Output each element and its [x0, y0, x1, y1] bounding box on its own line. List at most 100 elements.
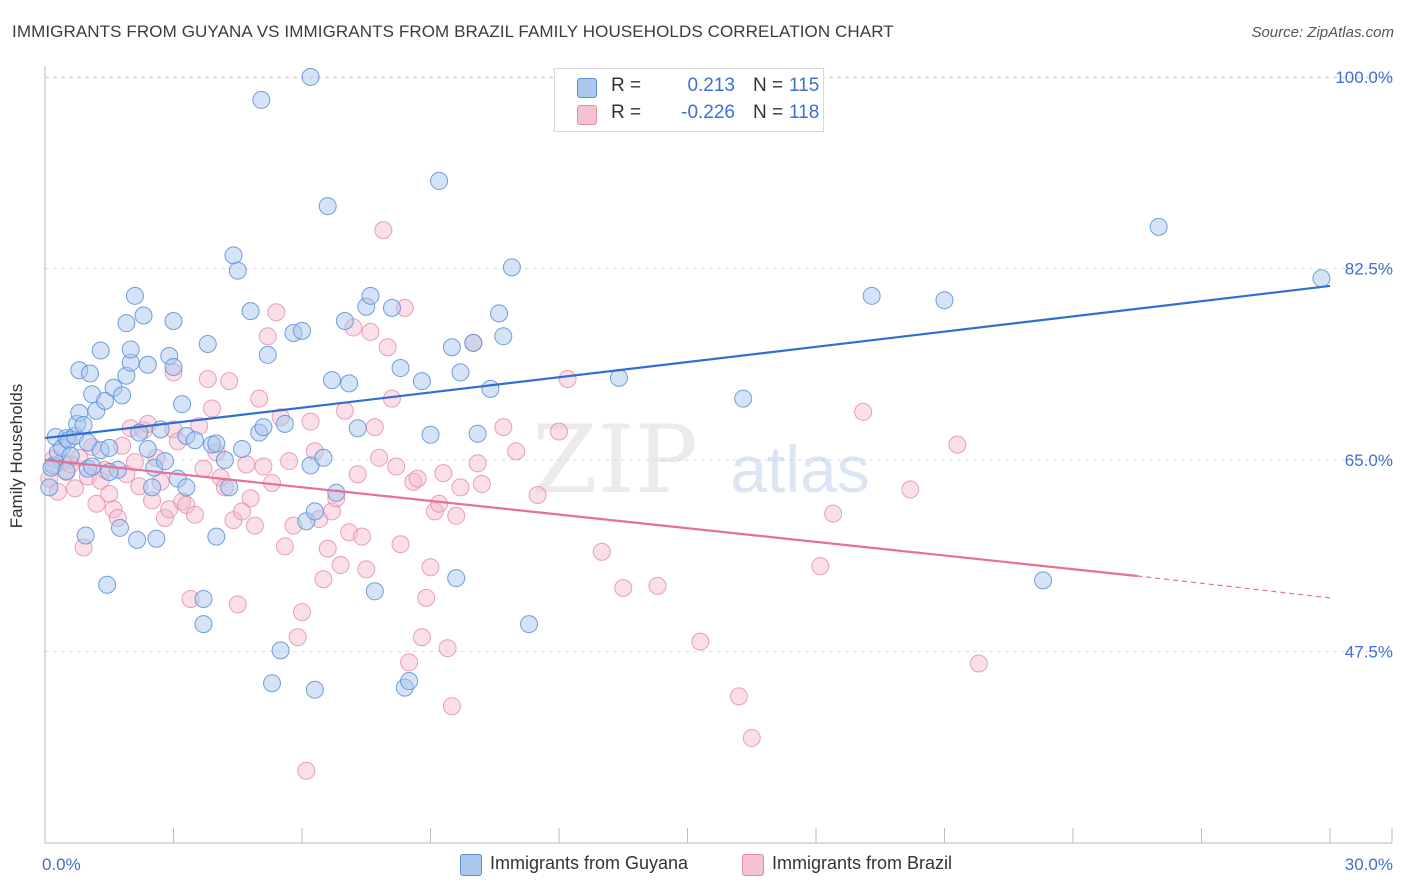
point-brazil	[558, 369, 577, 388]
point-brazil	[335, 401, 354, 420]
point-guyana	[400, 672, 419, 691]
point-brazil	[288, 628, 307, 647]
point-brazil	[472, 475, 491, 494]
point-guyana	[241, 302, 260, 321]
bottom-legend-label-guyana: Immigrants from Guyana	[490, 853, 689, 873]
point-guyana	[502, 258, 521, 277]
point-guyana	[451, 363, 470, 382]
point-guyana	[348, 419, 367, 438]
point-brazil	[293, 603, 311, 622]
legend-swatch-guyana	[577, 78, 597, 98]
point-brazil	[507, 442, 526, 461]
point-guyana	[318, 197, 337, 216]
point-brazil	[378, 338, 397, 357]
source-label: Source: ZipAtlas.com	[1251, 24, 1394, 41]
bottom-legend-swatch-brazil	[742, 854, 764, 876]
point-brazil	[237, 455, 256, 474]
watermark-atlas: atlas	[730, 432, 869, 506]
y-tick-label: 47.5%	[1345, 642, 1393, 661]
point-brazil	[258, 327, 277, 346]
point-brazil	[65, 479, 84, 498]
point-guyana	[464, 333, 483, 352]
legend-n-label: N =	[753, 102, 784, 123]
point-brazil	[412, 628, 431, 647]
point-brazil	[228, 595, 247, 614]
trend-line-brazil	[44, 458, 1138, 578]
point-guyana	[340, 374, 359, 393]
point-brazil	[155, 508, 174, 527]
point-guyana	[207, 527, 226, 546]
point-guyana	[1312, 269, 1331, 288]
point-brazil	[331, 556, 350, 575]
point-guyana	[335, 311, 354, 330]
point-guyana	[155, 452, 174, 471]
point-guyana	[305, 502, 324, 521]
point-guyana	[468, 424, 487, 443]
point-guyana	[98, 575, 117, 594]
point-brazil	[233, 502, 252, 521]
point-guyana	[194, 589, 213, 608]
point-brazil	[374, 221, 393, 240]
point-guyana	[271, 641, 290, 660]
point-guyana	[164, 311, 183, 330]
point-guyana	[177, 478, 196, 497]
legend-r-label: R =	[611, 75, 642, 96]
correlation-legend: R = 0.213 N = 115 R = -0.226 N = 118	[554, 68, 824, 132]
point-brazil	[365, 418, 384, 437]
trend-line-brazil-extension	[1137, 575, 1331, 599]
point-brazil	[241, 489, 260, 508]
y-tick-label: 100.0%	[1335, 68, 1393, 87]
point-brazil	[442, 697, 461, 716]
point-guyana	[301, 67, 320, 86]
point-guyana	[173, 395, 192, 414]
point-guyana	[305, 680, 324, 699]
x-tick-label: 30.0%	[1345, 855, 1393, 874]
point-guyana	[862, 286, 881, 305]
point-brazil	[824, 504, 843, 523]
watermark: ZIP atlas	[532, 406, 870, 515]
point-brazil	[811, 557, 830, 576]
point-guyana	[412, 372, 431, 391]
point-brazil	[318, 539, 337, 558]
gridlines	[45, 76, 1392, 652]
point-guyana	[74, 415, 93, 434]
point-guyana	[382, 298, 401, 317]
point-brazil	[391, 535, 410, 554]
bottom-legend-swatch-guyana	[460, 854, 482, 876]
legend-n-value-brazil: 118	[789, 102, 820, 123]
point-guyana	[734, 389, 753, 408]
point-guyana	[442, 338, 461, 357]
y-tick-label: 65.0%	[1345, 451, 1393, 470]
point-guyana	[365, 582, 384, 601]
legend-r-label: R =	[611, 102, 642, 123]
point-guyana	[1149, 217, 1168, 236]
point-brazil	[430, 494, 449, 513]
point-guyana	[207, 434, 226, 453]
point-brazil	[434, 464, 453, 483]
point-brazil	[550, 422, 568, 441]
point-guyana	[117, 314, 136, 333]
point-guyana	[138, 440, 157, 459]
point-brazil	[203, 399, 222, 418]
point-guyana	[95, 391, 114, 410]
point-guyana	[252, 90, 271, 109]
point-brazil	[408, 469, 427, 488]
point-guyana	[490, 304, 509, 323]
point-brazil	[100, 484, 119, 503]
point-brazil	[267, 303, 286, 322]
point-guyana	[520, 615, 539, 634]
point-guyana	[113, 386, 132, 405]
x-tick-label: 0.0%	[42, 855, 81, 874]
point-guyana	[275, 414, 294, 433]
point-brazil	[592, 542, 611, 561]
point-brazil	[447, 506, 466, 525]
point-guyana	[1034, 571, 1053, 590]
legend-n-label: N =	[753, 75, 784, 96]
point-brazil	[494, 418, 513, 437]
point-guyana	[125, 286, 144, 305]
point-guyana	[138, 355, 157, 374]
point-guyana	[40, 478, 59, 497]
point-brazil	[250, 389, 269, 408]
point-guyana	[327, 483, 346, 502]
